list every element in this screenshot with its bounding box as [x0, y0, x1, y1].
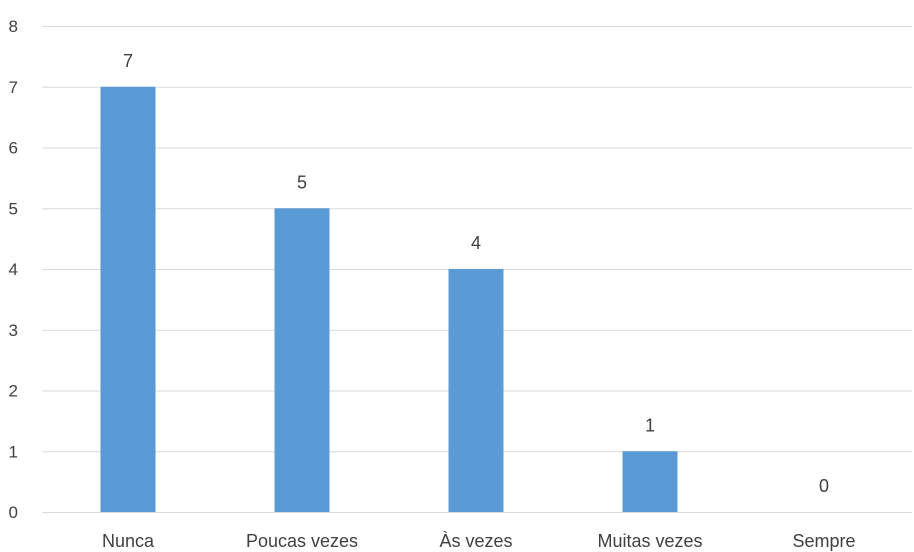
- bar-0: [100, 86, 156, 512]
- bar-3: [622, 451, 678, 512]
- data-labels: 7 5 4 1 0: [123, 51, 829, 496]
- y-tick-label-6: 6: [9, 139, 18, 158]
- bar-1: [274, 208, 330, 512]
- data-label-2: 4: [471, 233, 481, 253]
- x-category-label-1: Poucas vezes: [246, 531, 358, 551]
- x-category-label-3: Muitas vezes: [597, 531, 702, 551]
- data-label-0: 7: [123, 51, 133, 71]
- x-category-label-0: Nunca: [102, 531, 155, 551]
- x-axis-labels: Nunca Poucas vezes Às vezes Muitas vezes Sem…: [102, 531, 856, 551]
- y-tick-label-3: 3: [9, 321, 18, 340]
- bar-2: [448, 269, 504, 512]
- y-tick-label-8: 8: [9, 17, 18, 36]
- y-tick-label-0: 0: [9, 503, 18, 522]
- y-tick-label-7: 7: [9, 78, 18, 97]
- y-tick-label-5: 5: [9, 199, 18, 218]
- y-tick-label-4: 4: [9, 260, 18, 279]
- data-label-1: 5: [297, 172, 307, 192]
- bars: [100, 86, 678, 512]
- y-tick-label-1: 1: [9, 442, 18, 461]
- y-axis-ticks: 0 1 2 3 4 5 6 7 8: [9, 17, 18, 522]
- y-tick-label-2: 2: [9, 382, 18, 401]
- x-category-label-2: Às vezes: [439, 531, 512, 551]
- x-category-label-4: Sempre: [792, 531, 855, 551]
- data-label-4: 0: [819, 476, 829, 496]
- data-label-3: 1: [645, 415, 655, 435]
